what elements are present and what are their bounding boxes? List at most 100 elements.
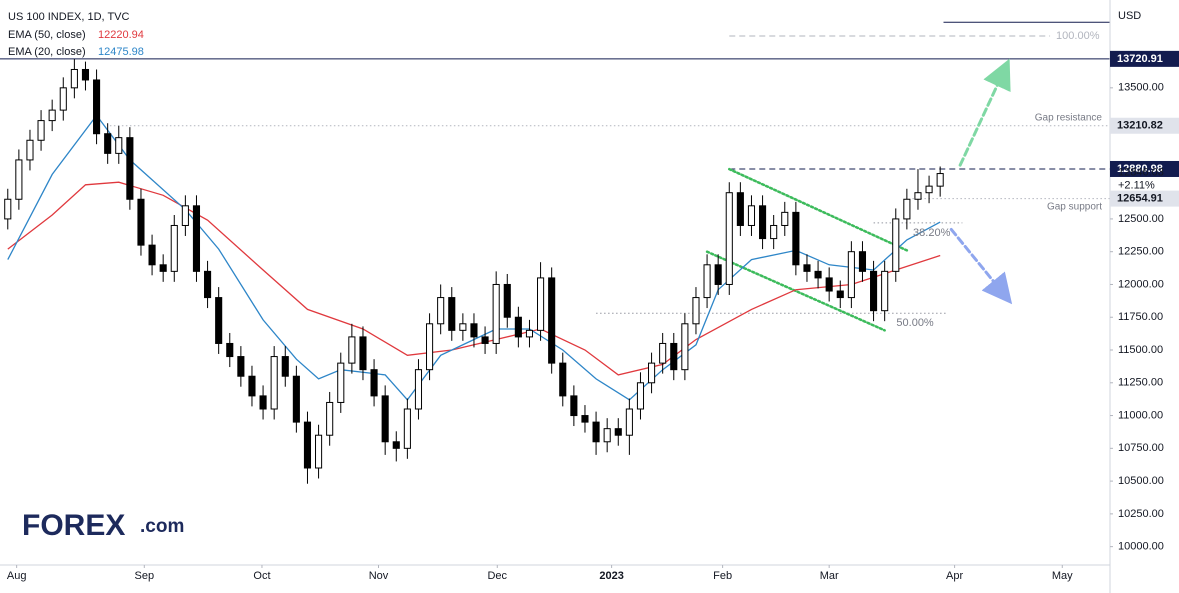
candle-body — [115, 137, 123, 154]
candle-body — [93, 79, 101, 135]
y-tick-label: 12500.00 — [1118, 213, 1164, 225]
candle-body — [292, 375, 300, 423]
candle-body — [925, 185, 933, 194]
candle-body — [204, 270, 212, 299]
x-tick-label: Apr — [946, 570, 963, 582]
candle-body — [159, 264, 167, 272]
last-change: +2.11% — [1118, 179, 1155, 191]
candle-body — [4, 198, 12, 220]
candle-body — [48, 109, 56, 122]
y-tick-label: 12000.00 — [1118, 278, 1164, 290]
price-box-label: 13720.91 — [1117, 53, 1163, 65]
candle-body — [403, 408, 411, 449]
candle-body — [759, 205, 767, 240]
y-tick-label: 13500.00 — [1118, 82, 1164, 94]
candle-body — [559, 362, 567, 397]
candle-body — [337, 362, 345, 403]
candle-body — [603, 428, 611, 443]
x-tick-label: Oct — [253, 570, 270, 582]
x-tick-label: Sep — [135, 570, 155, 582]
x-tick-label: Nov — [369, 570, 389, 582]
candle-body — [881, 270, 889, 312]
candle-body — [770, 224, 778, 240]
x-tick-label: 2023 — [599, 570, 623, 582]
candle-body — [736, 192, 744, 226]
candle-body — [636, 382, 645, 410]
candle-body — [581, 415, 589, 423]
legend-value: 12220.94 — [98, 29, 144, 41]
candle-body — [537, 277, 545, 331]
price-box — [1110, 117, 1179, 134]
candle-body — [37, 120, 45, 141]
candle-body — [814, 270, 822, 279]
candle-body — [170, 224, 178, 272]
candle-body — [137, 198, 145, 246]
candle-body — [681, 323, 689, 371]
chart-title: US 100 INDEX, 1D, TVC — [8, 11, 130, 23]
candle-body — [81, 68, 90, 81]
candle-body — [803, 264, 811, 272]
candle-body — [448, 297, 456, 331]
candle-body — [281, 356, 289, 377]
y-tick-label: 10000.00 — [1118, 541, 1164, 553]
candle-body — [126, 137, 134, 200]
candle-body — [414, 369, 423, 410]
candle-body — [426, 323, 434, 371]
channel-line — [728, 167, 909, 252]
candle-body — [592, 421, 600, 443]
candle-body — [625, 408, 633, 436]
candle-body — [548, 277, 556, 364]
y-tick-label: 11500.00 — [1118, 344, 1163, 356]
level-text: 100.00% — [1056, 30, 1100, 42]
candle-body — [59, 87, 67, 111]
candle-body — [836, 290, 844, 299]
candle-body — [692, 297, 700, 325]
candle-body — [714, 264, 722, 285]
candle-body — [903, 198, 911, 220]
y-tick-label: 11750.00 — [1118, 311, 1163, 323]
candle-body — [703, 264, 711, 299]
candle-body — [459, 323, 467, 331]
y-tick-label: 11000.00 — [1118, 409, 1163, 421]
candle-body — [659, 342, 667, 364]
candle-body — [303, 421, 312, 469]
price-box — [1110, 160, 1179, 177]
candle-body — [470, 323, 478, 338]
candle-body — [392, 441, 400, 449]
candle-body — [359, 336, 367, 371]
candle-body — [858, 251, 867, 272]
candle-body — [15, 159, 23, 200]
candle-body — [259, 395, 267, 410]
candle-body — [936, 173, 944, 187]
candle-body — [725, 192, 733, 285]
candle-body — [648, 362, 656, 384]
x-tick-label: May — [1052, 570, 1073, 582]
legend-name: EMA (50, close) — [8, 29, 86, 41]
candle-body — [370, 369, 378, 397]
candle-body — [481, 336, 489, 344]
level-text: Gap resistance — [1035, 112, 1103, 123]
candle-body — [148, 244, 156, 266]
price-box-label: 12654.91 — [1117, 193, 1163, 205]
y-tick-label: 11250.00 — [1118, 377, 1163, 389]
y-tick-label: 10500.00 — [1118, 475, 1164, 487]
channel-line — [705, 250, 886, 332]
currency: USD — [1118, 10, 1141, 22]
candle-body — [570, 395, 578, 417]
candle-body — [525, 329, 534, 338]
candle-body — [237, 356, 245, 377]
candle-body — [181, 205, 189, 226]
price-box — [1110, 50, 1179, 67]
candle-body — [914, 192, 922, 200]
candle-body — [348, 336, 356, 364]
candle-body — [670, 342, 678, 371]
y-tick-label: 10250.00 — [1118, 508, 1164, 520]
candle-body — [326, 401, 334, 436]
candle-body — [514, 316, 522, 338]
candle-body — [226, 342, 234, 358]
price-box-label: 12880.98 — [1117, 163, 1163, 175]
candle-body — [248, 375, 256, 397]
candle-body — [747, 205, 756, 226]
projection-arrow — [958, 58, 1011, 167]
